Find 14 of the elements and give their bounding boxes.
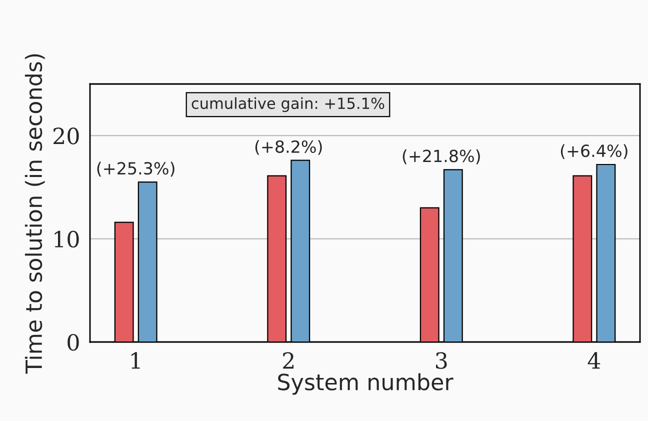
x-axis-title: System number bbox=[278, 373, 454, 395]
y-tick-label: 20 bbox=[54, 128, 79, 144]
y-tick-label: 0 bbox=[68, 334, 79, 351]
annotation: (+8.2%) bbox=[255, 140, 322, 155]
annotation: (+25.3%) bbox=[97, 162, 174, 177]
annotation: (+21.8%) bbox=[402, 149, 480, 164]
x-tick-label: 4 bbox=[588, 352, 600, 369]
x-tick-label: 1 bbox=[131, 352, 140, 369]
y-axis-title: Time to solution (in seconds) bbox=[24, 54, 45, 374]
x-tick-label: 3 bbox=[436, 352, 447, 369]
annotation: cumulative gain: +15.1% bbox=[192, 97, 384, 112]
x-tick-label: 2 bbox=[283, 352, 294, 369]
annotation: (+6.4%) bbox=[560, 144, 628, 160]
y-tick-label: 10 bbox=[54, 230, 79, 248]
